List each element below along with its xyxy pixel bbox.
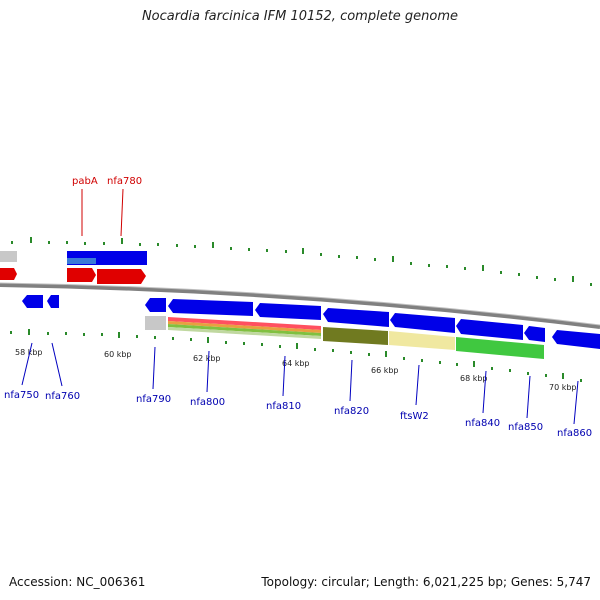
kbp-label: 62 kbp [193, 354, 221, 363]
gene-label: pabA [72, 176, 98, 187]
gene-label: nfa840 [465, 418, 500, 429]
kbp-label: 58 kbp [15, 348, 43, 357]
kbp-label: 68 kbp [460, 374, 488, 383]
genome-summary-text: Topology: circular; Length: 6,021,225 bp… [261, 575, 591, 589]
upper-gene-track [0, 251, 147, 284]
gene-arrow [390, 313, 455, 333]
kbp-label: 60 kbp [104, 350, 132, 359]
gene-label: nfa850 [508, 422, 543, 433]
kbp-label: 66 kbp [371, 366, 399, 375]
genome-backbone [0, 283, 600, 329]
gene-label: nfa820 [334, 406, 369, 417]
accession-text: Accession: NC_006361 [9, 575, 146, 589]
gene-label: nfa750 [4, 390, 39, 401]
lower-tick-row [10, 329, 582, 382]
map-title: Nocardia farcinica IFM 10152, complete g… [141, 9, 459, 24]
gene-arrow [97, 269, 146, 284]
gene-label: nfa790 [136, 394, 171, 405]
gene-arrow [145, 298, 166, 312]
gene-label: ftsW2 [400, 411, 429, 422]
gene-arrow [323, 308, 389, 327]
lower-gene-labels [21, 342, 579, 425]
gene-arrow [47, 295, 59, 308]
upper-gene-labels: pabA nfa780 [72, 176, 142, 237]
feature-bands [145, 316, 544, 359]
gene-label: nfa810 [266, 401, 301, 412]
gene-arrow [22, 295, 43, 308]
kbp-label: 64 kbp [282, 359, 310, 368]
gene-label: nfa780 [107, 176, 142, 187]
gene-arrow [67, 268, 96, 282]
gene-label: nfa860 [557, 428, 592, 439]
gene-arrow [524, 326, 545, 342]
gene-label: nfa800 [190, 397, 225, 408]
gene-arrow [168, 299, 253, 316]
gene-arrow [456, 319, 523, 340]
upper-tick-row [11, 237, 592, 286]
lower-gene-track [22, 295, 600, 349]
gene-arrow [255, 303, 321, 320]
kbp-label: 70 kbp [549, 383, 577, 392]
gene-label: nfa760 [45, 391, 80, 402]
gene-arrow [0, 268, 17, 280]
gene-arrow [552, 330, 600, 349]
ruler-labels: 58 kbp 60 kbp 62 kbp 64 kbp 66 kbp 68 kb… [15, 348, 577, 392]
